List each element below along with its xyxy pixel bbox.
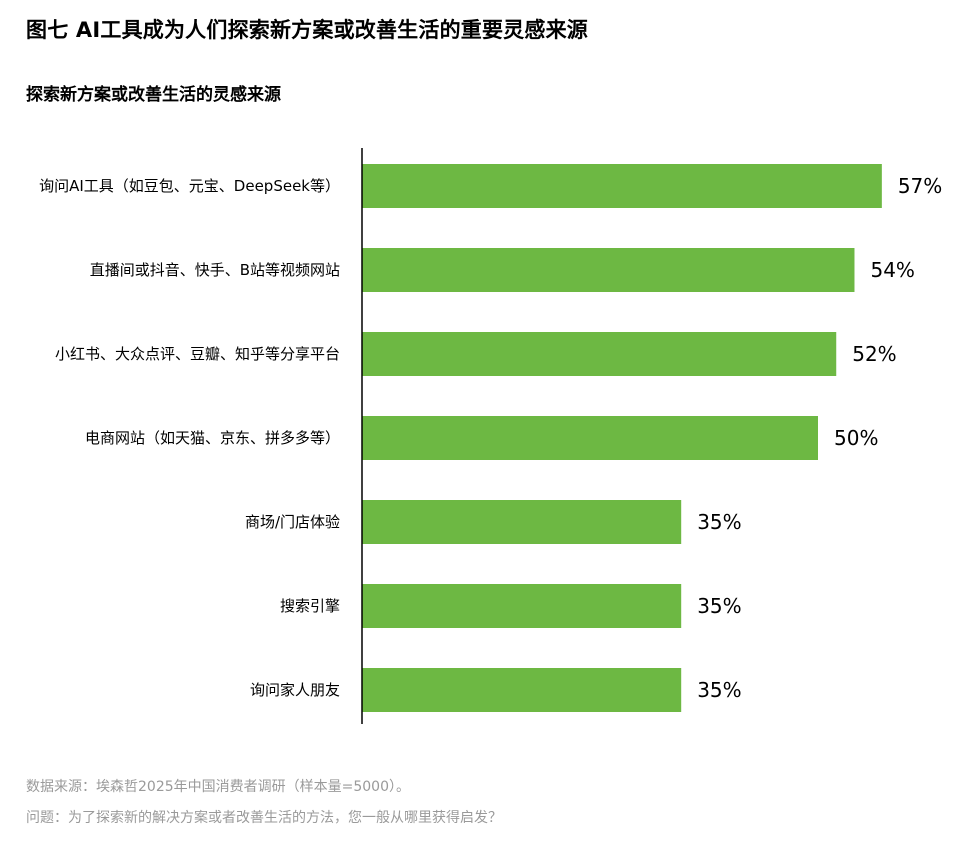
value-label: 52% [852, 342, 896, 366]
bar [362, 416, 818, 460]
source-note: 数据来源：埃森哲2025年中国消费者调研（样本量=5000）。 [26, 779, 410, 795]
bar [362, 332, 837, 376]
category-labels: 询问AI工具（如豆包、元宝、DeepSeek等） 直播间或抖音、快手、B站等视频网… [39, 177, 340, 699]
value-label: 35% [697, 510, 741, 534]
category-label: 小红书、大众点评、豆瓣、知乎等分享平台 [55, 345, 340, 363]
category-label: 商场/门店体验 [245, 513, 340, 531]
value-label: 57% [898, 174, 942, 198]
question-note: 问题：为了探索新的解决方案或者改善生活的方法，您一般从哪里获得启发？ [26, 810, 502, 826]
figure-title: 图七 AI工具成为人们探索新方案或改善生活的重要灵感来源 [26, 18, 588, 42]
value-label: 50% [834, 426, 878, 450]
value-labels: 57% 54% 52% 50% 35% 35% 35% [697, 174, 942, 702]
category-label: 询问家人朋友 [250, 681, 340, 699]
bar [362, 500, 682, 544]
category-label: 电商网站（如天猫、京东、拼多多等） [85, 429, 340, 447]
value-label: 35% [697, 678, 741, 702]
category-label: 搜索引擎 [280, 597, 340, 615]
bar [362, 248, 855, 292]
value-label: 35% [697, 594, 741, 618]
category-label: 直播间或抖音、快手、B站等视频网站 [90, 261, 340, 279]
value-label: 54% [870, 258, 914, 282]
bars [362, 164, 882, 712]
bar [362, 584, 682, 628]
chart-title: 探索新方案或改善生活的灵感来源 [26, 85, 281, 105]
bar [362, 668, 682, 712]
bar [362, 164, 882, 208]
category-label: 询问AI工具（如豆包、元宝、DeepSeek等） [39, 177, 340, 195]
